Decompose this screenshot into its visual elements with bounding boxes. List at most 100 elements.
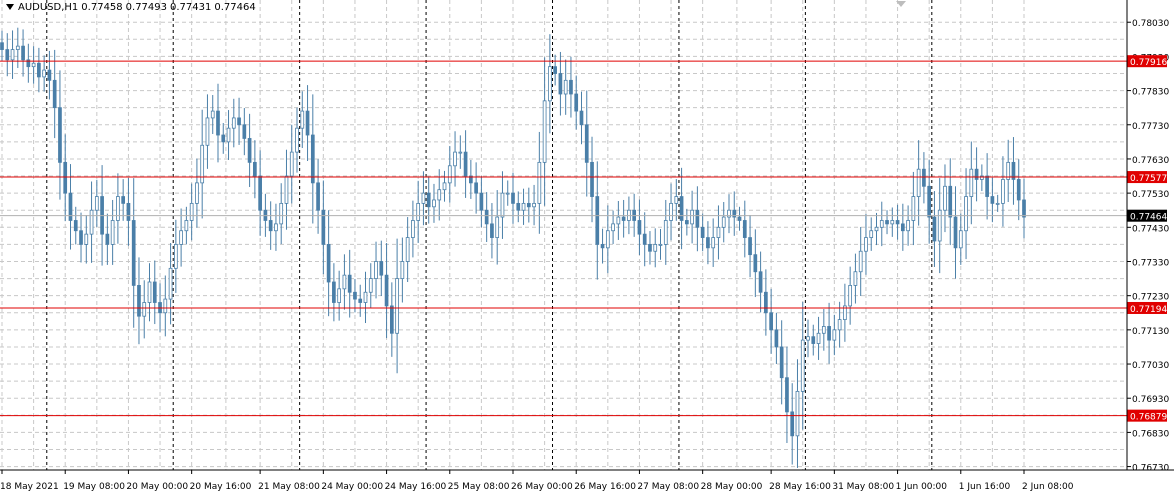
candle	[790, 411, 795, 437]
candle	[5, 49, 10, 61]
candle	[879, 220, 884, 228]
candle	[995, 202, 1000, 205]
level-price-label-bg	[1127, 55, 1167, 68]
candle	[706, 237, 710, 249]
candle	[748, 237, 752, 256]
candle	[279, 202, 284, 225]
y-tick-label: 0.77030	[1132, 361, 1169, 371]
candle	[469, 175, 473, 184]
candle	[579, 110, 584, 126]
level-price-label: 0.77577	[1130, 174, 1167, 184]
candle	[184, 220, 189, 232]
candle	[827, 326, 831, 341]
candle	[379, 261, 384, 276]
x-tick-label: 28 May 16:00	[769, 482, 831, 492]
y-tick-label: 0.77530	[1132, 190, 1169, 200]
x-tick-label: 27 May 08:00	[637, 482, 699, 492]
candle	[679, 196, 684, 221]
candle	[985, 175, 989, 197]
candle	[284, 175, 289, 204]
candle	[458, 151, 463, 154]
candle	[421, 192, 426, 204]
candle	[405, 237, 410, 262]
candle	[669, 202, 673, 221]
candle	[384, 274, 389, 307]
candle	[289, 151, 294, 177]
candle	[416, 202, 421, 221]
candle	[637, 220, 642, 235]
level-price-label: 0.77916	[1130, 58, 1167, 68]
candle	[110, 220, 115, 245]
candle	[195, 182, 199, 204]
candle	[553, 66, 557, 74]
candle	[658, 243, 663, 246]
chart-shift-marker-icon[interactable]	[896, 1, 906, 7]
level-price-label-bg	[1127, 409, 1167, 422]
candle	[864, 237, 868, 252]
candle	[447, 165, 452, 184]
candle	[395, 278, 399, 334]
candle	[727, 209, 731, 218]
candle	[94, 196, 99, 211]
x-tick-label: 20 May 16:00	[190, 482, 252, 492]
candle	[906, 220, 910, 232]
candle	[853, 271, 858, 286]
candle	[532, 202, 536, 208]
x-tick-label: 1 Jun 16:00	[959, 482, 1011, 492]
caret-down-icon[interactable]	[6, 4, 14, 10]
x-tick-label: 26 May 00:00	[511, 482, 573, 492]
candle	[300, 110, 305, 129]
candle	[700, 226, 705, 238]
y-tick-label: 0.76730	[1132, 464, 1169, 474]
candle	[411, 220, 415, 238]
x-tick-label: 2 Jun 08:00	[1022, 482, 1074, 492]
candle	[584, 124, 589, 163]
high-value: 0.77493	[125, 2, 168, 13]
candle	[769, 312, 773, 331]
candle	[948, 185, 953, 218]
candle	[900, 223, 905, 232]
candle	[616, 216, 621, 225]
candle	[969, 168, 974, 197]
candle	[953, 216, 958, 249]
candle	[210, 110, 215, 119]
candle	[600, 243, 605, 249]
candle	[37, 62, 41, 78]
candle	[152, 281, 157, 303]
candle	[832, 329, 837, 341]
current-price-label-bg	[1127, 209, 1167, 222]
candle	[253, 161, 257, 177]
y-tick-label: 0.77730	[1132, 122, 1169, 132]
candle	[242, 124, 247, 139]
candle	[268, 220, 273, 232]
candle	[943, 185, 947, 211]
candle	[753, 254, 758, 273]
candle	[347, 274, 352, 293]
candle	[58, 107, 62, 163]
candle	[932, 216, 937, 242]
candle	[0, 42, 4, 50]
candle	[500, 192, 505, 218]
candle	[479, 192, 484, 211]
candle	[816, 332, 821, 344]
y-tick-label: 0.76930	[1132, 395, 1169, 405]
candle	[563, 79, 568, 95]
candle	[216, 110, 220, 136]
candle	[295, 127, 299, 153]
candle	[142, 302, 147, 317]
candle	[611, 223, 615, 232]
candle	[916, 168, 921, 197]
candle	[342, 274, 347, 290]
candle	[116, 196, 120, 221]
candle	[800, 339, 805, 392]
candle	[974, 168, 979, 180]
candle	[237, 117, 241, 126]
candle	[305, 110, 310, 136]
candle	[895, 220, 900, 225]
y-tick-label: 0.76830	[1132, 429, 1169, 439]
candle	[858, 250, 863, 273]
candle	[890, 220, 895, 225]
candle	[31, 62, 36, 68]
